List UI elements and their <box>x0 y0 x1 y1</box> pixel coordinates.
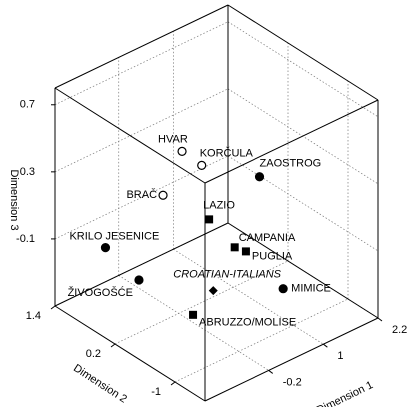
point <box>177 146 187 156</box>
grid-line <box>174 298 349 383</box>
z-tick-label: 0.3 <box>20 166 35 178</box>
point-label: HVAR <box>158 133 188 145</box>
point <box>208 286 218 296</box>
point-label: MIMICE <box>291 283 331 295</box>
box-edge <box>204 317 379 402</box>
y-tick-label: 0.2 <box>86 348 101 360</box>
point-label: BRAČ <box>126 188 157 201</box>
tick-mark <box>377 317 383 322</box>
point <box>189 310 198 319</box>
grid-line <box>54 88 229 173</box>
y-tick-label: 1.4 <box>26 310 41 322</box>
point-label: CAMPANIA <box>239 232 296 244</box>
point <box>158 190 168 200</box>
point <box>134 275 144 285</box>
point <box>230 243 239 252</box>
point-label: ŽIVOGOŠĆE <box>68 286 133 299</box>
box-edge <box>227 4 379 101</box>
grid-line <box>54 155 229 240</box>
x-tick-label: 1 <box>337 350 343 362</box>
tick-mark <box>110 343 116 348</box>
point <box>241 247 250 256</box>
tick-mark <box>268 370 274 374</box>
point-label: PUGLIA <box>252 250 293 262</box>
box-edge <box>54 4 229 89</box>
tick-mark <box>323 343 328 348</box>
grid-line <box>173 248 324 345</box>
point-label: ZAOSTROG <box>260 158 322 170</box>
x-tick-label: 2.2 <box>392 324 407 336</box>
grid-line <box>227 155 379 252</box>
point-label: KRILO JESENICE <box>69 231 159 243</box>
box-edge <box>54 87 206 184</box>
z-tick-label: 0.7 <box>20 99 35 111</box>
box-edge <box>227 222 379 319</box>
box-edge <box>54 305 206 402</box>
y-axis-title: Dimension 2 <box>71 362 129 405</box>
point <box>205 215 214 224</box>
point-label: KORČULA <box>200 146 254 159</box>
x-axis-title: Dimension 1 <box>315 379 375 407</box>
box-edge <box>54 222 229 307</box>
x-tick-label: -0.2 <box>283 376 302 388</box>
tick-mark <box>170 381 176 386</box>
point-label: CROATIAN-ITALIANS <box>173 269 281 281</box>
z-axis-title: Dimension 3 <box>8 169 20 230</box>
point-label: ABRUZZO/MOLISE <box>199 317 296 329</box>
grid-line <box>114 260 289 345</box>
point <box>254 172 265 182</box>
z-tick-label: -0.1 <box>16 233 35 245</box>
box-edge <box>204 99 379 184</box>
point <box>278 284 288 294</box>
point <box>197 160 207 170</box>
point-label: LAZIO <box>203 199 235 211</box>
tick-mark <box>50 305 56 310</box>
grid-line <box>227 21 379 118</box>
grid-line <box>54 21 229 106</box>
point <box>100 243 111 253</box>
grid-line <box>118 275 269 371</box>
y-tick-label: -1 <box>151 386 161 398</box>
